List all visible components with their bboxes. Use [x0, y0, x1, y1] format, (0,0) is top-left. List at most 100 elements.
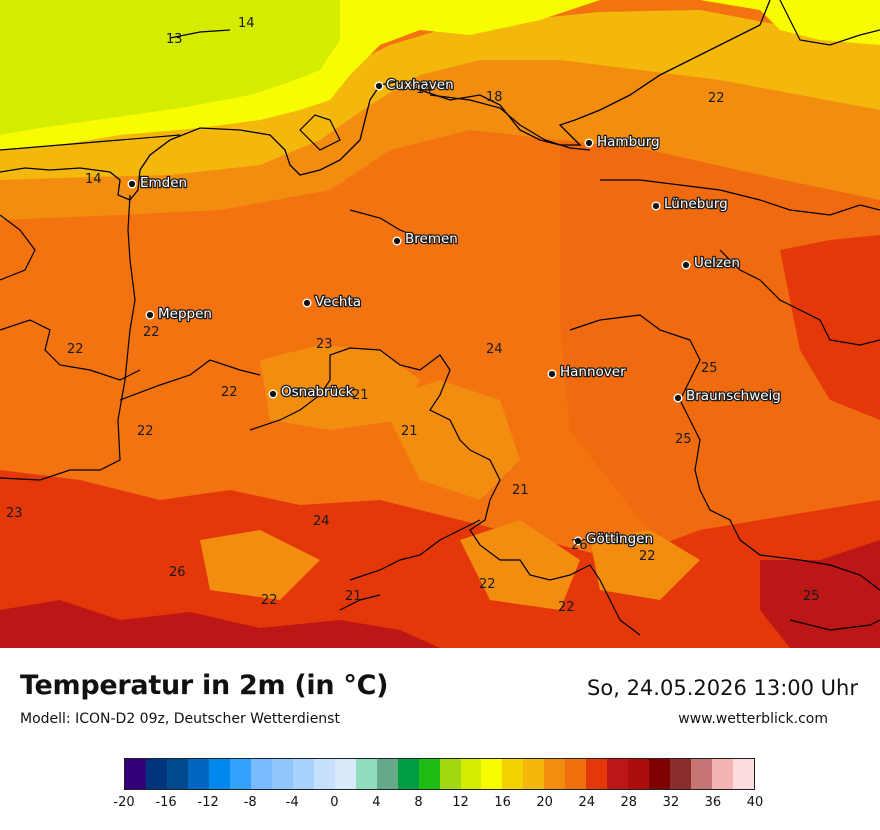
color-swatch [355, 759, 377, 789]
weser-river [349, 209, 421, 239]
color-swatch [460, 759, 482, 789]
color-swatch [187, 759, 209, 789]
color-swatch [691, 759, 713, 789]
city-label: Emden [140, 175, 187, 191]
temperature-map[interactable]: Cuxhaven Hamburg Emden Lüneburg Bremen U… [0, 0, 880, 648]
city-dot [145, 310, 155, 320]
scale-tick-label: 24 [578, 795, 595, 810]
jade-bay [299, 114, 341, 151]
border-south-west [349, 519, 481, 581]
temp-label: 24 [486, 342, 503, 357]
color-swatch [229, 759, 251, 789]
city-dot [547, 369, 557, 379]
city-label: Osnabrück [281, 384, 354, 400]
scale-tick-label: -4 [285, 795, 299, 810]
temp-label: 14 [85, 172, 102, 187]
coastline [0, 0, 771, 201]
website-link[interactable]: www.wetterblick.com [678, 711, 828, 727]
map-svg: Cuxhaven Hamburg Emden Lüneburg Bremen U… [0, 0, 880, 648]
city-goettingen[interactable]: Göttingen [573, 530, 654, 548]
scale-tick-label: 40 [746, 795, 764, 810]
city-meppen[interactable]: Meppen [145, 305, 213, 323]
scale-tick-label: 16 [494, 795, 511, 810]
city-lueneburg[interactable]: Lüneburg [651, 195, 729, 213]
color-swatch [208, 759, 230, 789]
color-scale-bar [124, 758, 755, 790]
footer: Temperatur in 2m (in °C) Modell: ICON-D2… [0, 648, 880, 830]
border-south [339, 594, 381, 611]
temperature-zone-26 [0, 470, 880, 648]
temp-label: 23 [6, 506, 23, 521]
city-label: Vechta [315, 294, 361, 310]
color-swatch [313, 759, 335, 789]
color-scale-ticks: -20 -16 -12 -8 -4 0 4 8 12 16 20 24 28 32 36 40 [113, 795, 763, 815]
map-title: Temperatur in 2m (in °C) [20, 670, 389, 701]
color-swatch [271, 759, 293, 789]
temperature-zone-22-south [460, 520, 580, 610]
scale-tick-label: -16 [155, 795, 177, 810]
temperature-labels: 13 14 14 18 22 14 22 23 24 22 22 21 25 2… [6, 16, 820, 615]
temp-label: 25 [803, 589, 820, 604]
scale-tick-label: 0 [330, 795, 339, 810]
color-swatch [649, 759, 671, 789]
city-dot [127, 179, 137, 189]
city-cuxhaven[interactable]: Cuxhaven [374, 76, 455, 94]
temperature-zone-28-east [760, 540, 880, 648]
city-uelzen[interactable]: Uelzen [681, 254, 741, 272]
scale-tick-label: 12 [452, 795, 469, 810]
city-label: Braunschweig [686, 388, 781, 404]
forecast-datetime: So, 24.05.2026 13:00 Uhr [587, 676, 858, 700]
city-vechta[interactable]: Vechta [302, 293, 362, 311]
scale-tick-label: 32 [662, 795, 680, 810]
city-emden[interactable]: Emden [127, 174, 188, 192]
city-label: Meppen [158, 306, 212, 322]
city-hamburg[interactable]: Hamburg [584, 133, 661, 151]
scale-tick-label: 36 [704, 795, 722, 810]
island-coast [169, 29, 231, 39]
scale-tick-label: 8 [414, 795, 423, 810]
temp-label: 14 [238, 16, 255, 31]
color-swatch [125, 759, 146, 789]
city-hannover[interactable]: Hannover [547, 363, 627, 381]
coast-northeast [779, 0, 880, 46]
color-swatch [481, 759, 503, 789]
temp-label: 25 [675, 432, 692, 447]
color-swatch [523, 759, 545, 789]
border-west [0, 319, 141, 381]
scale-tick-label: -12 [197, 795, 219, 810]
temp-label: 25 [701, 361, 718, 376]
city-braunschweig[interactable]: Braunschweig [673, 387, 782, 405]
temp-label: 22 [221, 385, 238, 400]
color-swatch [670, 759, 692, 789]
temp-label: 24 [313, 514, 330, 529]
temp-label: 21 [352, 388, 369, 403]
temperature-zone-19 [0, 10, 880, 180]
temperature-zone-21-osnabrueck [260, 345, 420, 430]
temp-label: 22 [708, 91, 725, 106]
elbe-river [429, 94, 591, 151]
color-swatch [565, 759, 587, 789]
city-osnabrueck[interactable]: Osnabrück [268, 383, 355, 401]
temperature-zone-21-weserbergland [380, 380, 520, 500]
border-altmark [569, 314, 691, 341]
color-swatch [733, 759, 755, 789]
city-label: Göttingen [586, 531, 653, 547]
temperature-zone-24 [560, 110, 880, 600]
color-swatch [586, 759, 608, 789]
city-dot [268, 389, 278, 399]
color-swatch [502, 759, 524, 789]
color-swatch [712, 759, 734, 789]
city-dot [584, 138, 594, 148]
city-dot [651, 201, 661, 211]
city-bremen[interactable]: Bremen [392, 230, 459, 248]
scale-tick-label: -20 [113, 795, 135, 810]
color-swatch [439, 759, 461, 789]
color-swatch [607, 759, 629, 789]
temp-label: 22 [558, 600, 575, 615]
temp-label: 26 [169, 565, 186, 580]
temperature-zone-28-west [0, 600, 440, 648]
city-dot [573, 536, 583, 546]
city-dot [673, 393, 683, 403]
temp-label: 26 [571, 538, 588, 553]
temperature-zone-26-east [780, 235, 880, 420]
